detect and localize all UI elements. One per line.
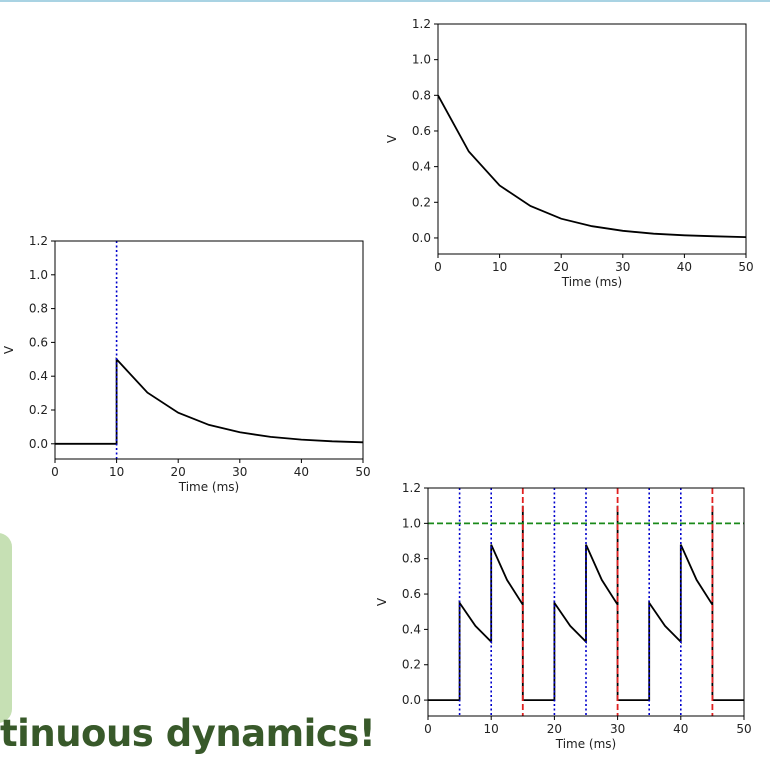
voltage-trace: [437, 94, 747, 238]
y-tick-label: 0.8: [29, 302, 48, 316]
y-tick-label: 1.0: [29, 268, 48, 282]
y-tick-label: 0.0: [402, 693, 421, 707]
single-input-chart: 0 10 20 30 40 50 0.0 0.2 0.4 0.6 0.8 1.0 1.2 Time (ms…: [2, 234, 371, 494]
y-axis-label: V: [375, 597, 389, 606]
y-axis-label: V: [2, 345, 16, 354]
x-tick-label: 30: [610, 722, 625, 736]
x-axis-label: Time (ms): [178, 480, 240, 494]
y-tick-label: 0.8: [402, 552, 421, 566]
y-tick-label: 0.8: [412, 88, 431, 102]
decay-chart: 0 10 20 30 40 50 0.0 0.2 0.4 0.6 0.8 1.0 1.2 Time (ms…: [385, 17, 754, 289]
x-tick-label: 40: [677, 260, 692, 274]
x-tick-label: 50: [738, 260, 753, 274]
voltage-trace: [55, 357, 364, 445]
y-tick-label: 1.2: [402, 481, 421, 495]
y-tick-label: 0.4: [29, 369, 48, 383]
x-tick-label: 20: [547, 722, 562, 736]
y-tick-label: 1.2: [412, 17, 431, 31]
x-tick-label: 40: [294, 465, 309, 479]
x-axis-label: Time (ms): [561, 275, 623, 289]
x-tick-label: 50: [355, 465, 370, 479]
callout-box: [0, 533, 12, 723]
y-axis-label: V: [385, 134, 399, 143]
slide-headline: tinuous dynamics!: [0, 712, 376, 755]
voltage-trace: [428, 505, 744, 701]
y-tick-label: 0.4: [412, 160, 431, 174]
y-tick-label: 0.6: [412, 124, 431, 138]
y-tick-label: 0.0: [412, 231, 431, 245]
plot-frame: [437, 23, 747, 255]
y-tick-label: 0.6: [29, 335, 48, 349]
plot-frame: [54, 240, 364, 460]
x-tick-label: 20: [554, 260, 569, 274]
y-tick-label: 0.2: [402, 658, 421, 672]
x-tick-label: 20: [171, 465, 186, 479]
x-tick-label: 0: [51, 465, 59, 479]
x-tick-label: 0: [434, 260, 442, 274]
y-tick-label: 1.2: [29, 234, 48, 248]
y-tick-label: 1.0: [402, 516, 421, 530]
x-tick-label: 10: [492, 260, 507, 274]
y-tick-label: 0.2: [412, 195, 431, 209]
y-tick-label: 0.6: [402, 587, 421, 601]
spiking-chart: 0 10 20 30 40 50 0.0 0.2 0.4 0.6 0.8 1.0 1.2 Time (ms…: [375, 481, 752, 751]
x-axis-label: Time (ms): [555, 737, 617, 751]
x-tick-label: 30: [232, 465, 247, 479]
top-divider: [0, 0, 770, 2]
y-tick-label: 1.0: [412, 53, 431, 67]
x-tick-label: 0: [424, 722, 432, 736]
x-tick-label: 50: [736, 722, 751, 736]
x-tick-label: 10: [109, 465, 124, 479]
y-tick-label: 0.2: [29, 403, 48, 417]
x-tick-label: 40: [673, 722, 688, 736]
y-tick-label: 0.4: [402, 622, 421, 636]
x-tick-label: 10: [484, 722, 499, 736]
x-tick-label: 30: [615, 260, 630, 274]
plot-frame: [427, 487, 745, 717]
y-tick-label: 0.0: [29, 437, 48, 451]
